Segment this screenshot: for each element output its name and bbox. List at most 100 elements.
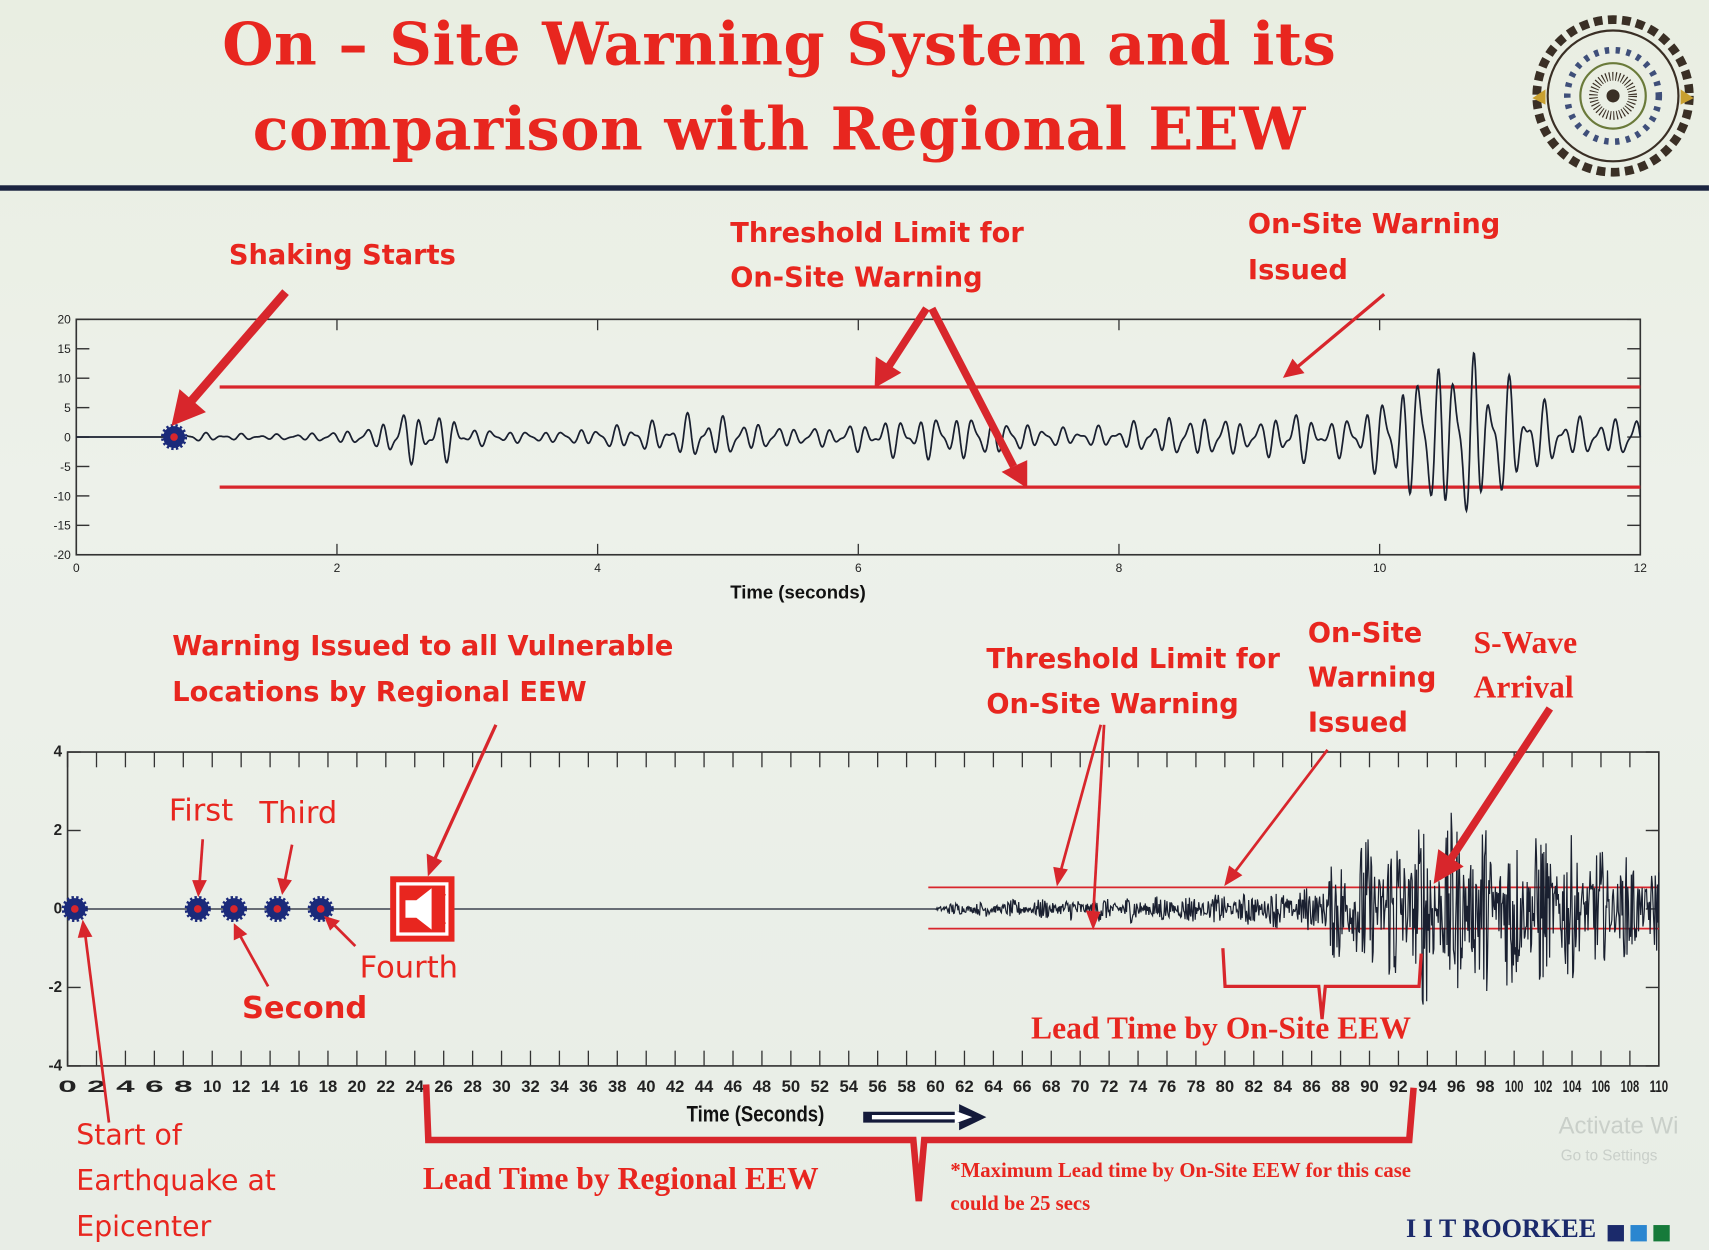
slide-title-line2: comparison with Regional EEW [252,93,1306,164]
time-direction-arrow-icon [863,1104,987,1131]
arrow-third [283,844,294,884]
title-divider [0,185,1709,191]
marker-center [70,905,79,913]
arrowhead-icon [874,356,902,388]
marker-center [230,905,238,913]
x-tick-label: 58 [897,1078,916,1096]
marker-center [170,433,178,441]
label-start-1: Start of [76,1119,182,1153]
label-second: Second [241,989,368,1026]
event-marker-icon [220,895,248,923]
x-tick-label: 4 [116,1078,135,1096]
x-tick-label: 36 [579,1078,598,1096]
arrow-fourth [332,923,357,947]
event-marker-icon [307,895,334,923]
arrowhead-icon [1224,865,1243,887]
arrowhead-icon [233,923,248,941]
x-tick-label: 78 [1187,1078,1206,1096]
arrow-first [198,839,205,886]
brand-square-icon [1629,1224,1647,1242]
x-tick-label: 4 [594,561,601,575]
x-tick-label: 38 [608,1078,627,1096]
label-onsite-bottom-1: On-Site [1307,616,1423,649]
arrow-start-epicenter [83,932,111,1123]
x-tick-label: 64 [984,1078,1003,1096]
x-tick-label: 46 [724,1078,743,1096]
arrow-onsite-issued [1295,293,1386,369]
label-swave-1: S-Wave [1473,625,1578,661]
x-tick-label: 18 [319,1078,338,1096]
marker-center [273,905,282,913]
y-tick-label: 10 [58,372,72,386]
arrow-regional-warning [432,724,498,862]
label-shaking-starts: Shaking Starts [228,238,456,271]
label-threshold-top-1: Threshold Limit for [730,216,1024,249]
x-tick-label: 8 [174,1078,193,1096]
x-tick-label: 66 [1013,1078,1032,1096]
event-marker-icon [160,423,188,451]
x-tick-label: 60 [926,1078,945,1096]
x-tick-label: 10 [203,1078,222,1096]
label-lead-onsite: Lead Time by On-Site EEW [1031,1011,1411,1047]
x-tick-label: 20 [348,1078,367,1096]
event-marker-icon [61,895,88,923]
arrowhead-icon [77,919,93,938]
bottom-seismogram-chart: 420-2-40 2 4 6 8 10 12 14 16 18 20 22 24 26 28 30 32 34 36… [49,743,1669,1096]
arrowhead-icon [192,880,207,898]
bottom-x-axis-label: Time (Seconds) [686,1102,825,1127]
x-tick-label: 54 [839,1078,858,1096]
x-tick-label: 42 [666,1078,685,1096]
label-onsite-bottom-2: Warning [1307,661,1437,694]
x-tick-label: 44 [695,1078,714,1096]
iit-roorkee-logo [1532,15,1694,177]
y-tick-label: -4 [49,1057,63,1074]
x-tick-label: 104 [1563,1078,1582,1096]
x-tick-label: 6 [855,561,862,575]
label-swave-2: Arrival [1473,670,1574,706]
x-tick-label: 102 [1534,1078,1553,1096]
x-tick-label: 0 [73,561,80,575]
arrow-onsite-warning [1233,749,1329,873]
arrowhead-icon [1282,358,1305,378]
arrow-threshold-b [1091,724,1106,916]
arrow-shaking-starts [184,289,289,409]
x-tick-label: 82 [1245,1078,1264,1096]
x-tick-label: 98 [1476,1078,1495,1096]
x-tick-label: 94 [1418,1078,1437,1096]
x-tick-label: 24 [405,1078,424,1096]
x-tick-label: 16 [290,1078,309,1096]
brand-square-icon [1607,1224,1624,1242]
x-tick-label: 28 [463,1078,482,1096]
y-tick-label: 0 [64,430,71,444]
watermark-line1: Activate Wi [1558,1111,1679,1139]
label-onsite-top-1: On-Site Warning [1247,208,1501,240]
label-third: Third [259,794,338,831]
annotation-arrows [77,289,1554,1202]
arrowhead-icon [277,877,292,896]
x-tick-label: 106 [1592,1078,1611,1096]
label-start-2: Earthquake at [76,1165,276,1198]
x-tick-label: 68 [1042,1078,1061,1096]
x-tick-label: 72 [1100,1078,1119,1096]
x-tick-label: 48 [753,1078,772,1096]
x-tick-label: 12 [1634,561,1648,575]
x-tick-label: 40 [637,1078,656,1096]
y-tick-label: 0 [54,900,62,917]
x-tick-label: 88 [1331,1078,1350,1096]
x-tick-label: 10 [1373,561,1387,575]
event-marker-icon [264,895,291,923]
x-tick-label: 2 [87,1078,106,1096]
x-tick-label: 26 [434,1078,453,1096]
brand-square-icon [1652,1224,1670,1242]
x-tick-label: 22 [377,1078,396,1096]
x-tick-label: 50 [782,1078,801,1096]
arrowhead-icon [1085,910,1101,931]
y-tick-label: 15 [58,342,72,356]
x-tick-label: 0 [58,1078,77,1096]
x-tick-label: 32 [521,1078,540,1096]
y-tick-label: 4 [54,743,63,760]
x-tick-label: 2 [334,561,341,575]
y-tick-label: -5 [60,460,71,474]
